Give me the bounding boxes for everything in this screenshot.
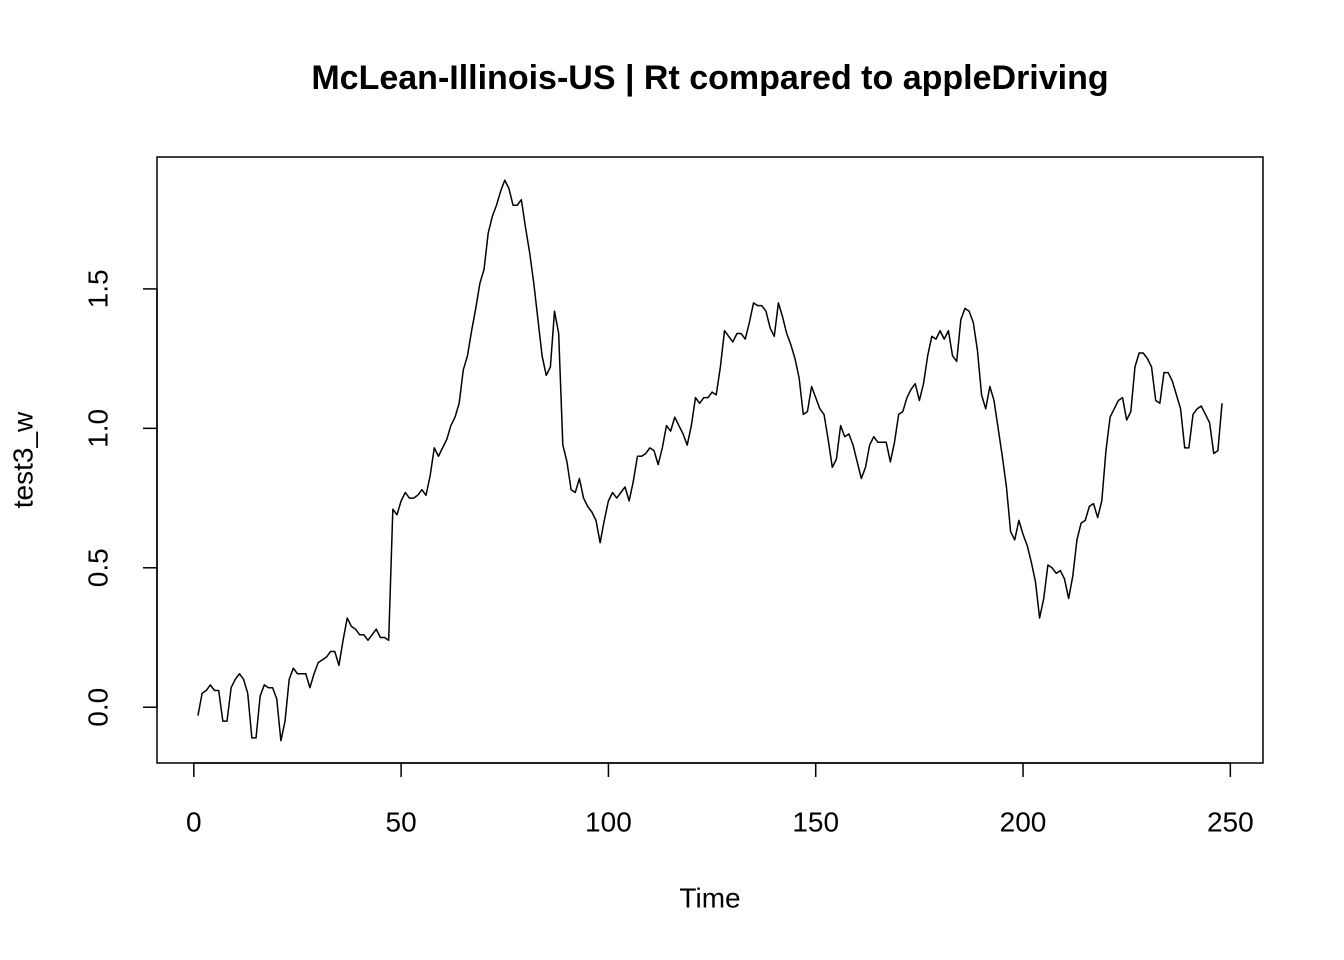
x-tick-label: 0 <box>186 806 202 837</box>
y-tick-label: 0.0 <box>82 688 113 727</box>
x-tick-label: 150 <box>792 806 839 837</box>
data-line <box>197 179 1223 742</box>
x-axis-label: Time <box>679 882 740 913</box>
x-tick-label: 50 <box>386 806 417 837</box>
y-tick-label: 1.5 <box>82 269 113 308</box>
y-tick-label: 1.0 <box>82 409 113 448</box>
y-tick-label: 0.5 <box>82 548 113 587</box>
x-tick-label: 250 <box>1207 806 1254 837</box>
y-axis-label: test3_w <box>7 411 38 508</box>
x-tick-label: 100 <box>585 806 632 837</box>
chart-title: McLean-Illinois-US | Rt compared to appl… <box>311 59 1108 97</box>
x-tick-label: 200 <box>1000 806 1047 837</box>
